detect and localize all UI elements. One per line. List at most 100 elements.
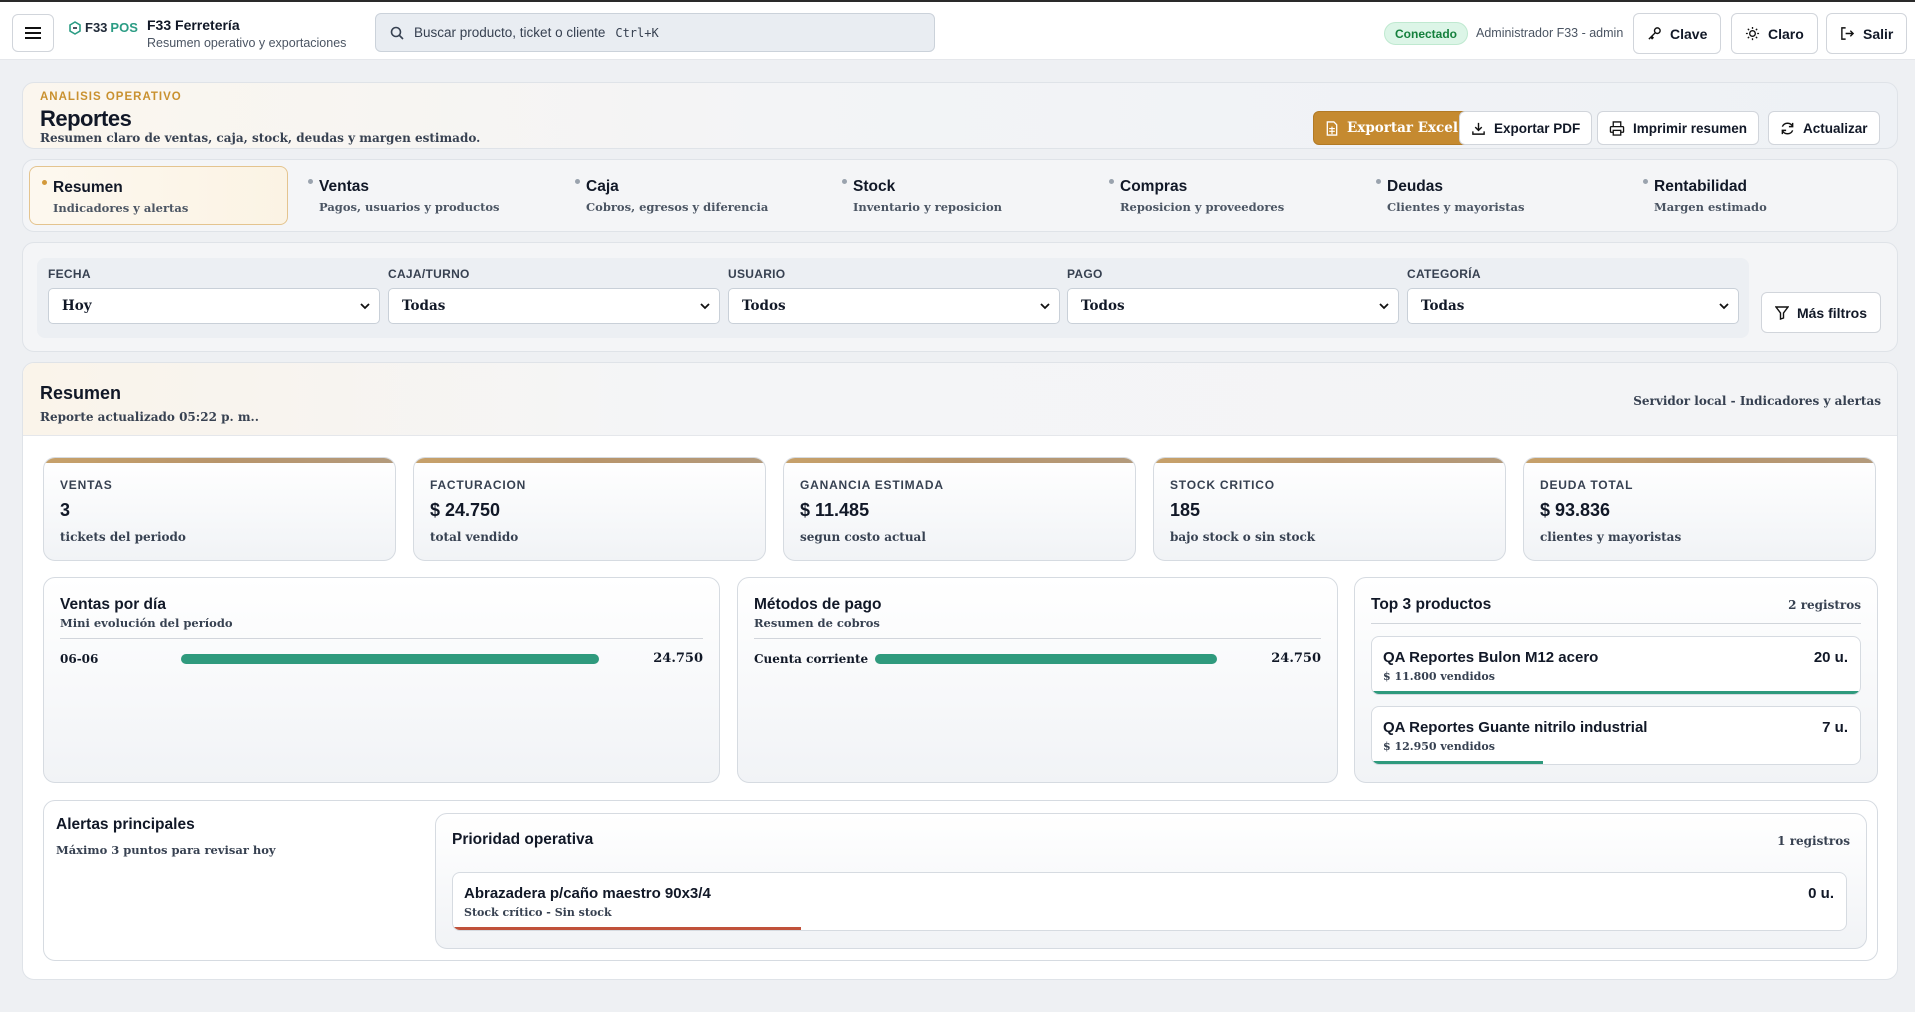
filter-icon [1774,305,1789,320]
export-excel-button[interactable]: Exportar Excel [1313,111,1470,145]
alerts-title: Alertas principales [56,816,195,833]
priority-item[interactable]: Abrazadera p/caño maestro 90x3/4 Stock c… [452,872,1847,931]
summary-source: Servidor local - Indicadores y alertas [1633,394,1881,408]
kpi-label: FACTURACION [430,478,527,492]
kpi-value: 185 [1170,500,1201,520]
export-pdf-button[interactable]: Exportar PDF [1459,111,1593,145]
download-icon [1472,122,1485,135]
tab-caja[interactable]: Caja Cobros, egresos y diferencia [563,166,822,225]
tab-sublabel: Reposicion y proveedores [1120,200,1285,214]
filter-value: Todas [1421,298,1465,314]
tab-resumen[interactable]: Resumen Indicadores y alertas [29,166,288,225]
kpi-sub: segun costo actual [800,530,926,544]
page-kicker: ANALISIS OPERATIVO [40,91,182,103]
page-subtitle: Resumen claro de ventas, caja, stock, de… [40,131,481,145]
filter-select-categoria[interactable]: Todas [1407,288,1739,324]
bar-track [181,654,599,664]
records-count: 2 registros [1788,598,1861,612]
export-excel-label: Exportar Excel [1347,120,1458,136]
tab-stock[interactable]: Stock Inventario y reposicion [830,166,1089,225]
product-item[interactable]: QA Reportes Guante nitrilo industrial $ … [1371,706,1861,765]
alerts-panel: Alertas principales Máximo 3 puntos para… [43,800,1878,961]
refresh-button[interactable]: Actualizar [1768,111,1880,145]
tab-label: Deudas [1387,178,1443,195]
panel-title: Ventas por día [60,596,166,613]
priority-item-name: Abrazadera p/caño maestro 90x3/4 [464,885,711,902]
app-title: F33 Ferretería [147,17,240,33]
product-sales: $ 11.800 vendidos [1383,670,1495,683]
tab-compras[interactable]: Compras Reposicion y proveedores [1097,166,1356,225]
summary-header: Resumen Reporte actualizado 05:22 p. m..… [23,363,1897,436]
panel-title: Top 3 productos [1371,596,1492,613]
chevron-down-icon [1719,302,1729,309]
kpi-label: DEUDA TOTAL [1540,478,1634,492]
tab-label: Resumen [53,179,123,196]
filter-label: CAJA/TURNO [388,267,470,281]
kpi-value: $ 24.750 [430,500,501,520]
filter-select-fecha[interactable]: Hoy [48,288,380,324]
key-button[interactable]: Clave [1633,13,1722,54]
search-shortcut: Ctrl+K [615,25,659,40]
product-sales: $ 12.950 vendidos [1383,740,1495,753]
kpi-card-facturacion: FACTURACION $ 24.750 total vendido [413,457,766,561]
tab-deudas[interactable]: Deudas Clientes y mayoristas [1364,166,1623,225]
divider [754,638,1321,639]
kpi-card-ganancia: GANANCIA ESTIMADA $ 11.485 segun costo a… [783,457,1136,561]
product-qty: 7 u. [1822,719,1848,736]
tab-dot [42,180,47,185]
filter-select-pago[interactable]: Todos [1067,288,1399,324]
product-item[interactable]: QA Reportes Bulon M12 acero $ 11.800 ven… [1371,636,1861,695]
tab-dot [1376,179,1381,184]
kpi-card-stock-critico: STOCK CRITICO 185 bajo stock o sin stock [1153,457,1506,561]
spreadsheet-icon [1326,120,1338,136]
print-summary-label: Imprimir resumen [1633,120,1748,136]
product-qty: 20 u. [1813,649,1848,666]
theme-button-label: Claro [1768,25,1804,42]
key-button-label: Clave [1670,25,1708,42]
filters-bar: FECHA Hoy CAJA/TURNO Todas USUARIO Todos… [22,242,1898,352]
kpi-card-ventas: VENTAS 3 tickets del periodo [43,457,396,561]
summary-title: Resumen [40,383,122,403]
filter-select-caja[interactable]: Todas [388,288,720,324]
filters-group: FECHA Hoy CAJA/TURNO Todas USUARIO Todos… [37,258,1749,338]
filter-value: Hoy [62,298,92,314]
tab-label: Rentabilidad [1654,178,1748,195]
menu-button[interactable] [12,14,54,52]
tab-label: Ventas [319,178,369,195]
kpi-sub: tickets del periodo [60,530,186,544]
bar-row: Cuenta corriente 24.750 [754,651,1321,666]
alerts-subtitle: Máximo 3 puntos para revisar hoy [56,843,276,857]
kpi-value: 3 [60,500,71,520]
print-summary-button[interactable]: Imprimir resumen [1597,111,1760,145]
logout-button[interactable]: Salir [1826,13,1908,54]
panel-subtitle: Mini evolución del período [60,616,233,630]
tab-dot [1643,179,1648,184]
divider [60,638,703,639]
more-filters-button[interactable]: Más filtros [1761,292,1881,333]
filter-value: Todas [402,298,446,314]
bar-value: 24.750 [653,651,703,666]
tab-sublabel: Pagos, usuarios y productos [319,200,500,214]
tab-sublabel: Clientes y mayoristas [1387,200,1525,214]
chevron-down-icon [360,302,370,309]
filter-label: USUARIO [728,267,786,281]
search-input[interactable]: Buscar producto, ticket o cliente Ctrl+K [375,13,935,52]
summary-updated: Reporte actualizado 05:22 p. m.. [40,410,259,424]
priority-panel: Prioridad operativa 1 registros Abrazade… [435,813,1867,949]
app-subtitle: Resumen operativo y exportaciones [147,36,347,50]
filter-select-usuario[interactable]: Todos [728,288,1060,324]
filter-caja: CAJA/TURNO Todas [388,267,720,324]
tab-rentabilidad[interactable]: Rentabilidad Margen estimado [1631,166,1890,225]
top-bar: F33 POS F33 Ferretería Resumen operativo… [0,0,1915,60]
tab-label: Caja [586,178,619,195]
bar-track [875,654,1217,664]
filter-value: Todos [1081,298,1125,314]
tab-ventas[interactable]: Ventas Pagos, usuarios y productos [296,166,555,225]
current-user: Administrador F33 - admin [1476,26,1624,40]
filter-pago: PAGO Todos [1067,267,1399,324]
status-badge: Conectado [1384,22,1469,45]
bar-value: 24.750 [1271,651,1321,666]
product-bar [1372,691,1860,694]
theme-button[interactable]: Claro [1731,13,1818,54]
panel-title: Métodos de pago [754,596,882,613]
